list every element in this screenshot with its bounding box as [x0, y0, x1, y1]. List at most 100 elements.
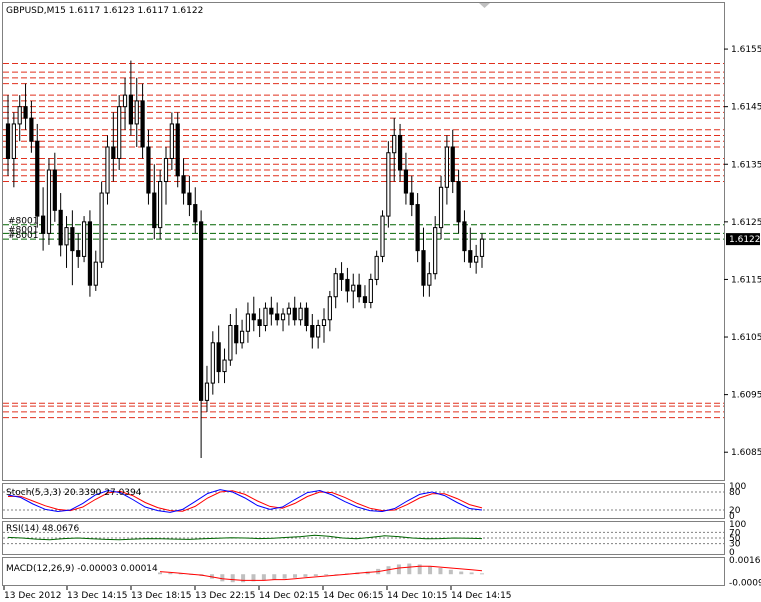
- time-tick-label: 14 Dec 02:15: [259, 591, 320, 601]
- macd-histogram-bar: [324, 574, 329, 576]
- time-tick-label: 14 Dec 10:15: [387, 591, 448, 601]
- candle-body: [427, 273, 432, 286]
- candle-body: [357, 284, 362, 298]
- candle-body: [146, 146, 151, 194]
- candle-body: [93, 261, 98, 286]
- candle-body: [327, 296, 332, 321]
- macd-signal-line: [159, 565, 483, 581]
- candle-body: [193, 204, 198, 223]
- candle-body: [58, 209, 63, 246]
- stoch-axis-label: 100: [729, 482, 746, 492]
- current-price-tag: 1.6122: [726, 233, 761, 246]
- candle-body: [456, 181, 461, 223]
- candle-body: [17, 106, 22, 125]
- macd-histogram-bar: [272, 574, 277, 580]
- macd-axis-label: 0.00160: [729, 556, 761, 566]
- macd-frame: [2, 557, 725, 586]
- candle-body: [210, 342, 215, 384]
- macd-histogram-bar: [261, 574, 266, 581]
- candle-body: [70, 227, 75, 252]
- candle-body: [251, 313, 256, 321]
- candle-body: [339, 273, 344, 280]
- price-tick-label: 1.6115: [731, 275, 761, 285]
- candle-body: [163, 157, 169, 183]
- candle-body: [415, 204, 420, 252]
- macd-axis-label: -0.00095: [729, 579, 761, 589]
- candle-body: [222, 359, 227, 373]
- symbol-header: GBPUSD,M15 1.6117 1.6123 1.6117 1.6122: [6, 6, 203, 16]
- candle-body: [29, 117, 34, 142]
- candle-body: [35, 140, 40, 217]
- green-level-label: #8001: [8, 217, 38, 227]
- candle-body: [99, 192, 104, 263]
- rsi-axis-label: 100: [729, 520, 746, 530]
- candle-body: [298, 307, 303, 321]
- candle-body: [316, 325, 321, 338]
- candle-body: [450, 146, 455, 183]
- candle-body: [76, 250, 81, 257]
- price-tick-label: 1.6085: [731, 448, 761, 458]
- candle-body: [438, 186, 444, 229]
- rsi-axis-label: 50: [729, 534, 741, 544]
- candle-body: [269, 307, 274, 315]
- macd-histogram-bar: [459, 571, 464, 575]
- candle-body: [321, 319, 327, 327]
- macd-histogram-bar: [168, 572, 173, 575]
- stoch-frame: [2, 483, 725, 519]
- stoch-signal-line: [7, 490, 483, 512]
- candle-body: [140, 100, 145, 148]
- candle-body: [368, 278, 373, 303]
- candle-body: [462, 221, 467, 252]
- time-tick-label: 13 Dec 18:15: [131, 591, 192, 601]
- time-tick-label: 14 Dec 14:15: [451, 591, 512, 601]
- candle-body: [392, 134, 397, 154]
- candle-body: [111, 146, 116, 159]
- price-tick-label: 1.6105: [731, 333, 761, 343]
- price-tick-label: 1.6155: [731, 45, 761, 55]
- candle-body: [169, 123, 174, 159]
- rsi-label: RSI(14) 48.0676: [6, 524, 79, 534]
- candle-body: [479, 238, 485, 257]
- main-chart-frame: [2, 2, 725, 481]
- time-axis: 13 Dec 2012 13 Dec 14:15 13 Dec 18:15 13 De…: [3, 586, 512, 601]
- candle-body: [433, 227, 438, 275]
- stoch-label: Stoch(5,3,3) 20.3390 27.0394: [6, 488, 142, 498]
- price-tick-label: 1.6135: [731, 160, 761, 170]
- rsi-axis-label: 70: [729, 528, 741, 538]
- candle-body: [52, 169, 57, 211]
- candle-body: [23, 106, 28, 119]
- candle-body: [421, 250, 426, 286]
- candle-body: [81, 221, 87, 257]
- candle-body: [333, 273, 338, 298]
- stoch-axis-label: 0: [729, 512, 735, 522]
- current-price-box: [726, 233, 760, 246]
- candle-body: [187, 192, 192, 206]
- candle-body: [46, 169, 52, 234]
- candle-body: [257, 319, 262, 327]
- macd-histogram-bar: [448, 569, 453, 575]
- candle-body: [216, 342, 221, 373]
- time-tick-label: 13 Dec 14:15: [67, 591, 128, 601]
- time-tick-label: 14 Dec 06:15: [323, 591, 384, 601]
- current-price-text: 1.6122: [729, 235, 761, 245]
- time-tick-label: 13 Dec 2012: [4, 591, 62, 601]
- green-level-label: #8001: [8, 225, 38, 235]
- candle-body: [374, 255, 379, 280]
- candle-body: [181, 175, 186, 194]
- price-tick-label: 1.6145: [731, 103, 761, 113]
- candle-body: [403, 169, 409, 194]
- macd-label: MACD(12,26,9) -0.00003 0.00014: [6, 564, 158, 574]
- candle-body: [158, 181, 163, 229]
- candle-body: [5, 123, 11, 159]
- rsi-axis-label: 0: [729, 548, 735, 558]
- macd-histogram-bar: [251, 574, 256, 582]
- candle-body: [397, 134, 403, 171]
- macd-histogram-bar: [220, 574, 225, 582]
- macd-histogram-bar: [303, 574, 308, 577]
- chart-shift-marker[interactable]: [479, 3, 490, 8]
- macd-histogram-bar: [469, 572, 474, 575]
- macd-histogram-bar: [293, 574, 298, 578]
- price-tick-label: 1.6095: [731, 391, 761, 401]
